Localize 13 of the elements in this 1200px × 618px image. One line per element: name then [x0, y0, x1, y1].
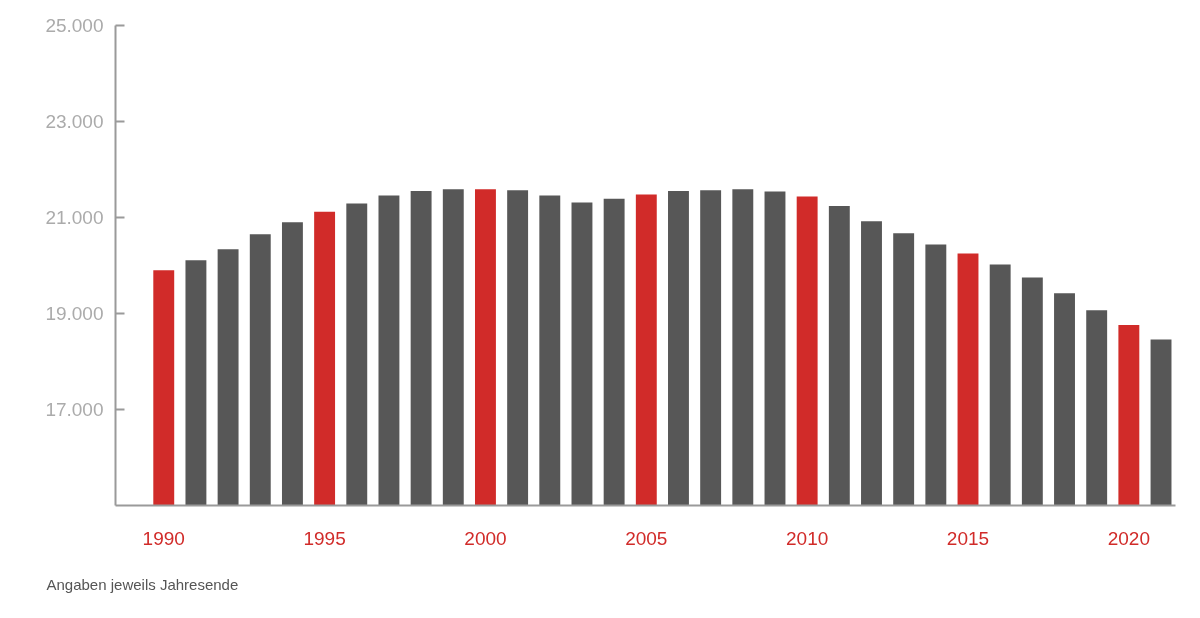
- x-tick-label: 2020: [1107, 527, 1150, 549]
- x-tick-label: 2015: [946, 527, 990, 549]
- text: Angaben jeweils Jahresende: [46, 575, 239, 593]
- y-tick-label: 19.000: [45, 303, 104, 324]
- y-tick-label: 23.000: [45, 111, 104, 132]
- x-tick-label: 2010: [786, 527, 829, 549]
- y-tick-label: 21.000: [45, 207, 104, 228]
- y-tick-label: 17.000: [45, 399, 104, 420]
- x-tick-label: 2005: [625, 527, 668, 549]
- x-tick-label: 1990: [142, 527, 185, 549]
- x-tick-label: 2000: [464, 527, 507, 549]
- y-tick-label: 25.000: [45, 15, 104, 36]
- x-tick-label: 1995: [303, 527, 346, 549]
